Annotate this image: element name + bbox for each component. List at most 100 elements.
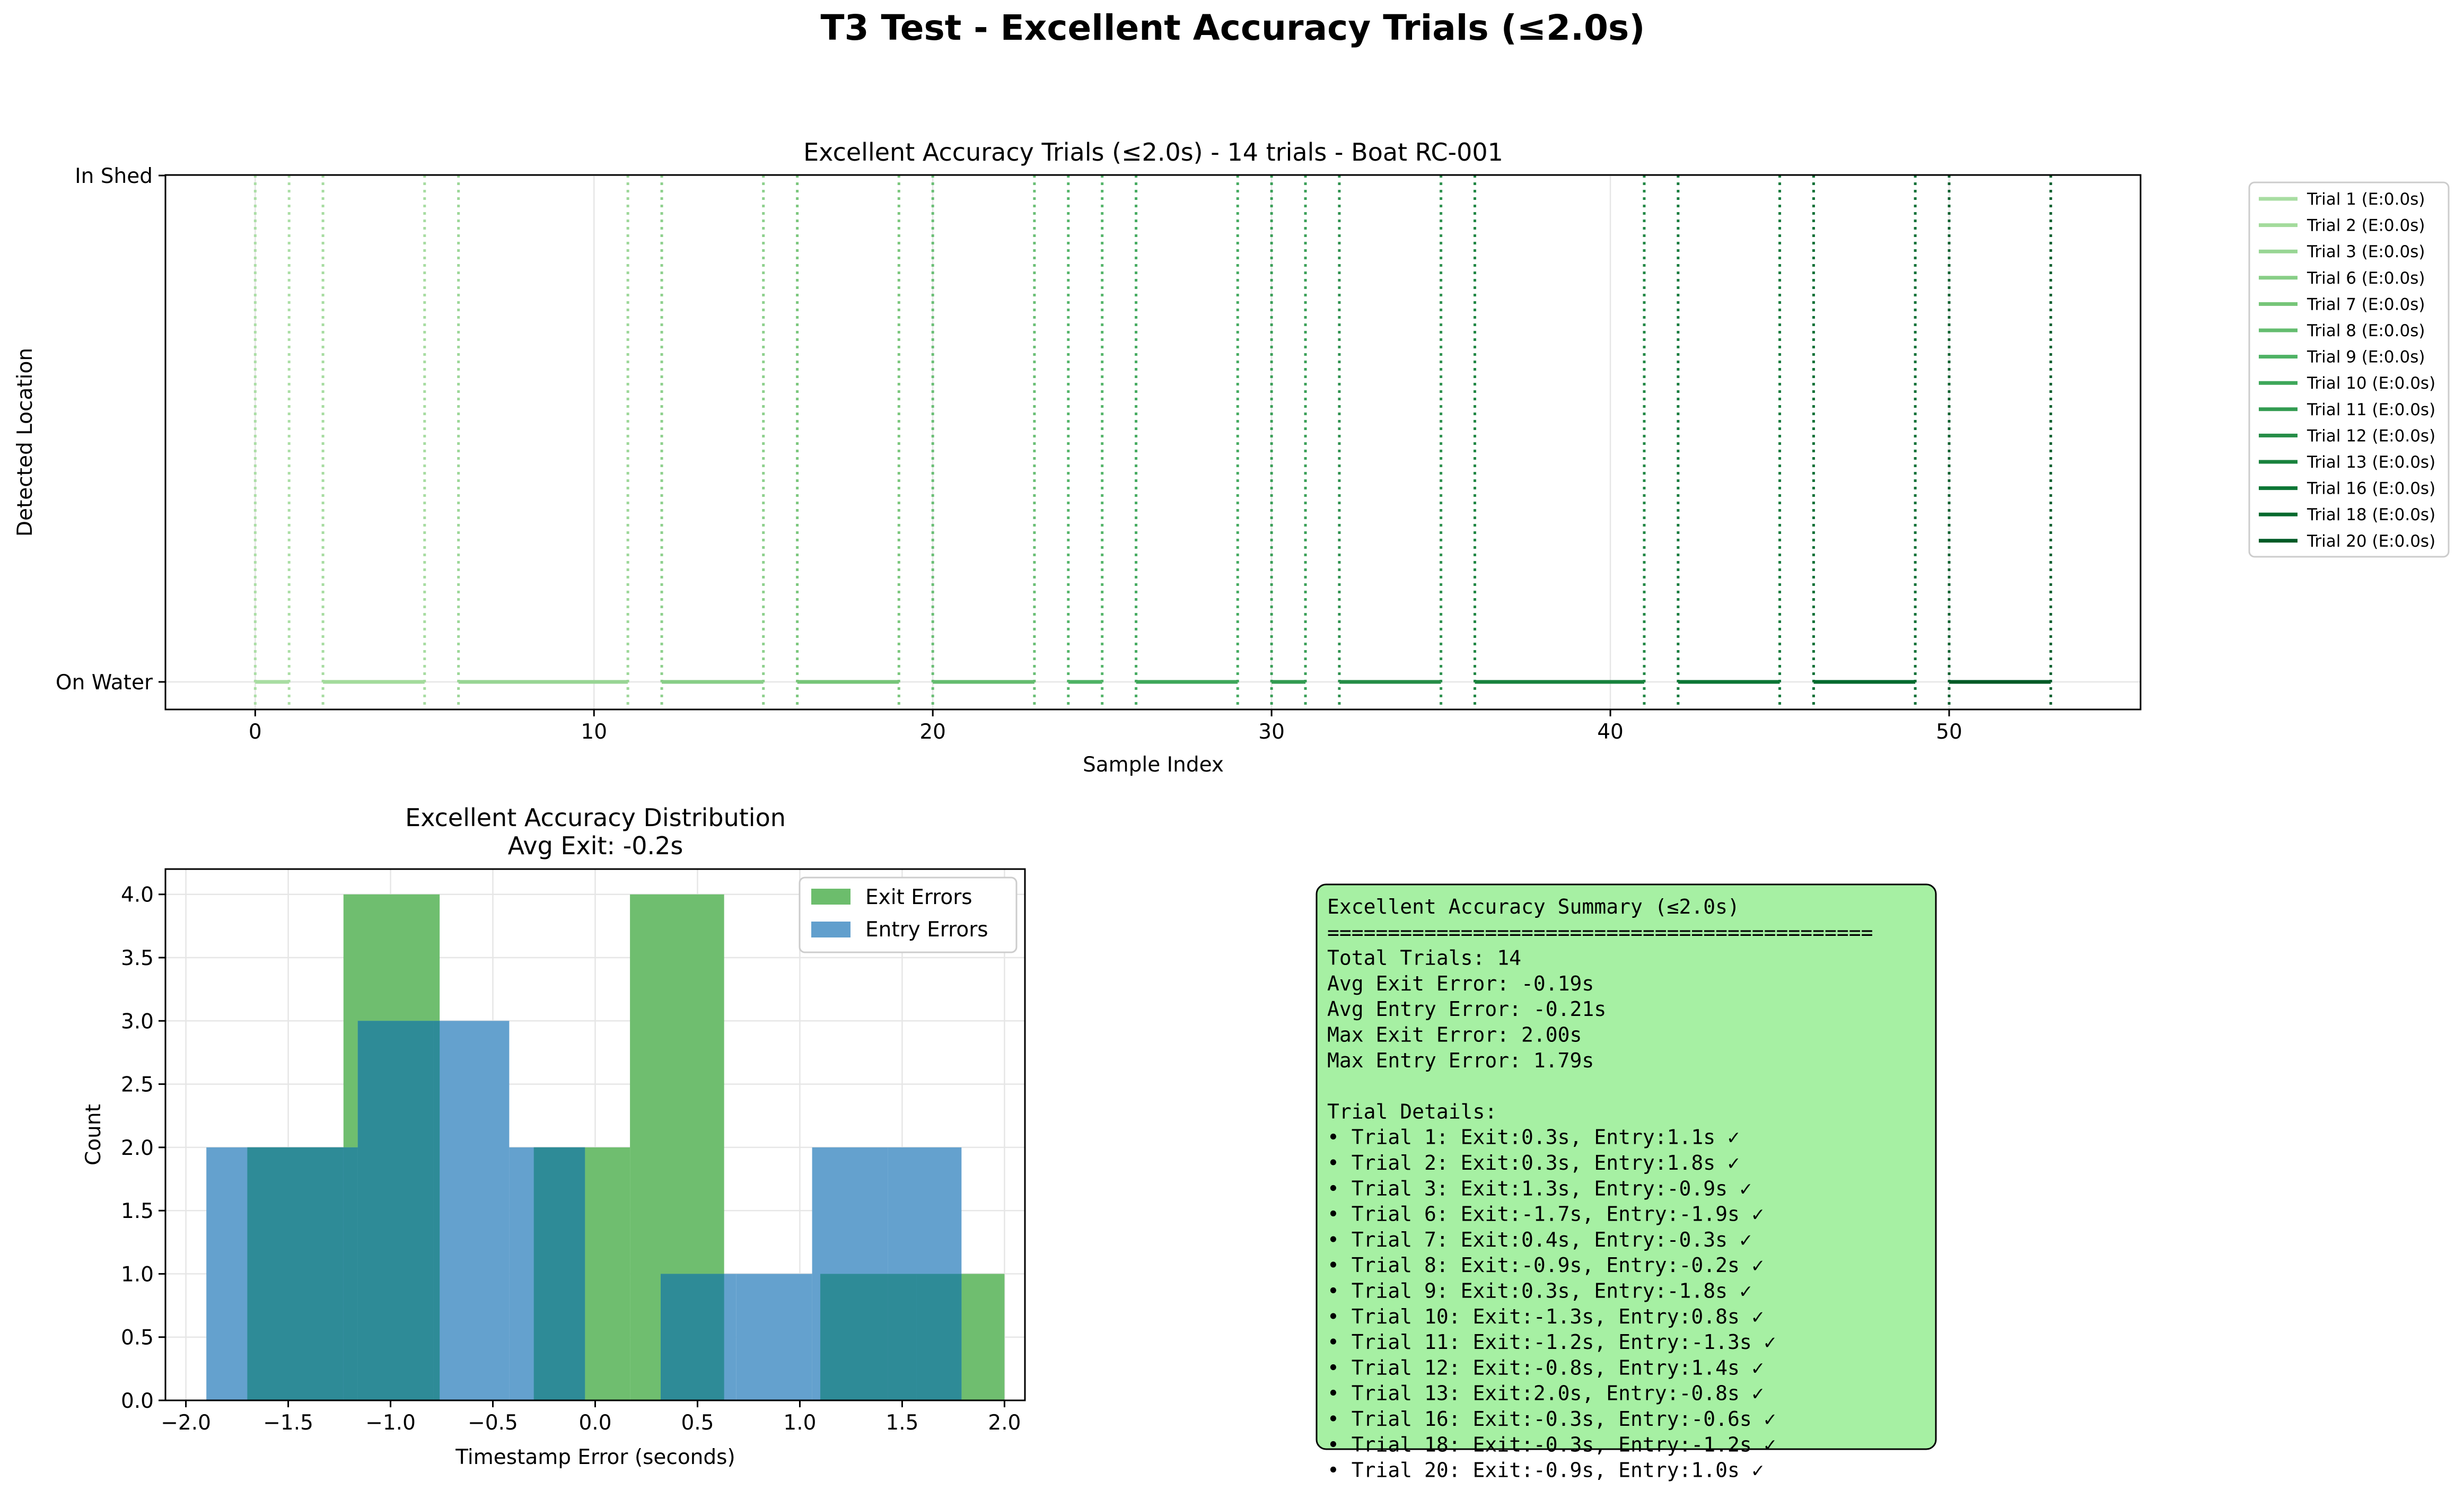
histogram-chart: −2.0 −1.5 −1.0 −0.5 0.0 0.5 1.0 1.5 2.0 0.0 0.5 1.… bbox=[82, 803, 1026, 1469]
legend-label-trial: Trial 2 (E:0.0s) bbox=[2307, 216, 2425, 235]
histogram-x-tick-label: 0.0 bbox=[578, 1411, 611, 1435]
legend-label-trial: Trial 7 (E:0.0s) bbox=[2307, 295, 2425, 314]
legend-label-trial: Trial 18 (E:0.0s) bbox=[2307, 505, 2435, 524]
histogram-legend-frame bbox=[799, 876, 1018, 953]
legend-label-trial: Trial 13 (E:0.0s) bbox=[2307, 453, 2435, 472]
histogram-subtitle: Avg Exit: -0.2s bbox=[508, 831, 683, 860]
timeline-legend-frame bbox=[2248, 181, 2450, 558]
histogram-x-tick-label: 1.0 bbox=[783, 1411, 816, 1435]
summary-line: • Trial 8: Exit:-0.9s, Entry:-0.2s ✓ bbox=[1327, 1253, 1764, 1277]
histogram-bars bbox=[206, 894, 1005, 1400]
entry-error-bar bbox=[736, 1274, 812, 1400]
summary-line: • Trial 12: Exit:-0.8s, Entry:1.4s ✓ bbox=[1327, 1356, 1764, 1379]
histogram-x-tick-label: 0.5 bbox=[681, 1411, 714, 1435]
histogram-y-tick-label: 1.5 bbox=[121, 1199, 154, 1223]
legend-label-trial: Trial 6 (E:0.0s) bbox=[2307, 269, 2425, 288]
summary-line: • Trial 6: Exit:-1.7s, Entry:-1.9s ✓ bbox=[1327, 1203, 1764, 1226]
histogram-title: Excellent Accuracy Distribution bbox=[405, 803, 786, 832]
histogram-x-tick-label: −0.5 bbox=[468, 1411, 518, 1435]
timeline-y-ticks: On Water In Shed bbox=[56, 164, 165, 695]
summary-line: • Trial 20: Exit:-0.9s, Entry:1.0s ✓ bbox=[1327, 1459, 1764, 1482]
histogram-x-tick-label: −2.0 bbox=[161, 1411, 211, 1435]
timeline-x-tick-label: 10 bbox=[581, 720, 607, 744]
histogram-y-tick-label: 0.0 bbox=[121, 1389, 154, 1413]
histogram-y-tick-label: 1.0 bbox=[121, 1263, 154, 1286]
timeline-y-tick-label: On Water bbox=[56, 671, 153, 695]
overlap-bar bbox=[533, 1147, 585, 1400]
histogram-y-ticks: 0.0 0.5 1.0 1.5 2.0 2.5 3.0 3.5 4.0 bbox=[121, 883, 165, 1413]
summary-line: Trial Details: bbox=[1327, 1100, 1497, 1123]
histogram-y-tick-label: 2.0 bbox=[121, 1136, 154, 1160]
legend-label-trial: Trial 12 (E:0.0s) bbox=[2307, 426, 2435, 445]
timeline-plot-frame bbox=[164, 174, 2142, 711]
timeline-title: Excellent Accuracy Trials (≤2.0s) - 14 t… bbox=[803, 138, 1503, 166]
timeline-x-tick-label: 40 bbox=[1597, 720, 1624, 744]
timeline-markers bbox=[253, 175, 2053, 709]
overlap-bar bbox=[661, 1274, 724, 1400]
legend-label-trial: Trial 1 (E:0.0s) bbox=[2307, 190, 2425, 209]
histogram-x-tick-label: −1.0 bbox=[365, 1411, 416, 1435]
overlap-bar bbox=[282, 1147, 344, 1400]
summary-line: Avg Entry Error: -0.21s bbox=[1327, 997, 1606, 1021]
timeline-x-label: Sample Index bbox=[1083, 753, 1224, 777]
summary-text: Excellent Accuracy Summary (≤2.0s) ======… bbox=[1327, 895, 1873, 1482]
legend-label-trial: Trial 16 (E:0.0s) bbox=[2307, 479, 2435, 498]
legend-label-trial: Trial 10 (E:0.0s) bbox=[2307, 374, 2435, 393]
timeline-x-tick-label: 20 bbox=[919, 720, 946, 744]
overlap-bar bbox=[916, 1274, 962, 1400]
histogram-y-label: Count bbox=[82, 1104, 106, 1165]
histogram-x-label: Timestamp Error (seconds) bbox=[455, 1445, 735, 1469]
legend-label-trial: Trial 20 (E:0.0s) bbox=[2307, 532, 2435, 551]
histogram-x-ticks: −2.0 −1.5 −1.0 −0.5 0.0 0.5 1.0 1.5 2.0 bbox=[161, 1400, 1021, 1435]
histogram-x-tick-label: −1.5 bbox=[263, 1411, 313, 1435]
timeline-x-tick-label: 50 bbox=[1936, 720, 1962, 744]
overlap-bar bbox=[433, 1021, 440, 1400]
histogram-y-tick-label: 3.0 bbox=[121, 1010, 154, 1033]
summary-line: • Trial 18: Exit:-0.3s, Entry:-1.2s ✓ bbox=[1327, 1433, 1776, 1456]
legend-swatch-exit bbox=[811, 889, 850, 905]
legend-label-trial: Trial 8 (E:0.0s) bbox=[2307, 321, 2425, 340]
timeline-legend: Trial 1 (E:0.0s) Trial 2 (E:0.0s) Trial 3 … bbox=[2248, 181, 2450, 558]
summary-line: • Trial 11: Exit:-1.2s, Entry:-1.3s ✓ bbox=[1327, 1330, 1776, 1354]
legend-label-trial: Trial 9 (E:0.0s) bbox=[2307, 348, 2425, 367]
summary-line: • Trial 3: Exit:1.3s, Entry:-0.9s ✓ bbox=[1327, 1177, 1752, 1200]
overlap-bar bbox=[357, 1021, 434, 1400]
histogram-y-tick-label: 2.5 bbox=[121, 1073, 154, 1097]
legend-label-exit: Exit Errors bbox=[865, 886, 972, 909]
timeline-x-tick-label: 0 bbox=[249, 720, 262, 744]
summary-line: • Trial 2: Exit:0.3s, Entry:1.8s ✓ bbox=[1327, 1151, 1740, 1174]
histogram-y-tick-label: 3.5 bbox=[121, 946, 154, 970]
summary-box-frame bbox=[1316, 883, 1937, 1450]
overlap-bar bbox=[888, 1274, 917, 1400]
histogram-x-tick-label: 1.5 bbox=[885, 1411, 918, 1435]
overlap-bar bbox=[343, 1147, 358, 1400]
entry-error-bar bbox=[433, 1021, 510, 1400]
timeline-x-ticks: 0 10 20 30 40 50 bbox=[249, 709, 1962, 744]
summary-line: • Trial 10: Exit:-1.3s, Entry:0.8s ✓ bbox=[1327, 1305, 1764, 1328]
summary-line: Avg Exit Error: -0.19s bbox=[1327, 972, 1594, 995]
summary-line: Total Trials: 14 bbox=[1327, 946, 1521, 970]
summary-line: Excellent Accuracy Summary (≤2.0s) bbox=[1327, 895, 1740, 918]
figure-title: T3 Test - Excellent Accuracy Trials (≤2.… bbox=[821, 7, 1645, 48]
timeline-y-tick-label: In Shed bbox=[75, 164, 153, 188]
legend-label-trial: Trial 3 (E:0.0s) bbox=[2307, 242, 2425, 261]
legend-label-trial: Trial 11 (E:0.0s) bbox=[2307, 400, 2435, 419]
overlap-bar bbox=[820, 1274, 888, 1400]
histogram-y-tick-label: 4.0 bbox=[121, 883, 154, 907]
histogram-legend: Exit Errors Entry Errors bbox=[799, 876, 1018, 953]
summary-line: • Trial 16: Exit:-0.3s, Entry:-0.6s ✓ bbox=[1327, 1407, 1776, 1431]
overlap-bar bbox=[247, 1147, 282, 1400]
timeline-y-label: Detected Location bbox=[13, 348, 37, 537]
summary-line: • Trial 9: Exit:0.3s, Entry:-1.8s ✓ bbox=[1327, 1279, 1752, 1303]
summary-line: Max Exit Error: 2.00s bbox=[1327, 1023, 1582, 1047]
summary-line: • Trial 7: Exit:0.4s, Entry:-0.3s ✓ bbox=[1327, 1228, 1752, 1251]
summary-line: • Trial 1: Exit:0.3s, Entry:1.1s ✓ bbox=[1327, 1126, 1740, 1149]
summary-line: ========================================… bbox=[1327, 921, 1873, 944]
histogram-x-tick-label: 2.0 bbox=[988, 1411, 1021, 1435]
summary-box: Excellent Accuracy Summary (≤2.0s) ======… bbox=[1316, 883, 1937, 1482]
timeline-chart: 0 10 20 30 40 50 On Water In Shed Excellent Ac… bbox=[13, 138, 2142, 777]
legend-swatch-entry bbox=[811, 922, 850, 937]
summary-line: Max Entry Error: 1.79s bbox=[1327, 1049, 1594, 1072]
summary-line: • Trial 13: Exit:2.0s, Entry:-0.8s ✓ bbox=[1327, 1382, 1764, 1405]
